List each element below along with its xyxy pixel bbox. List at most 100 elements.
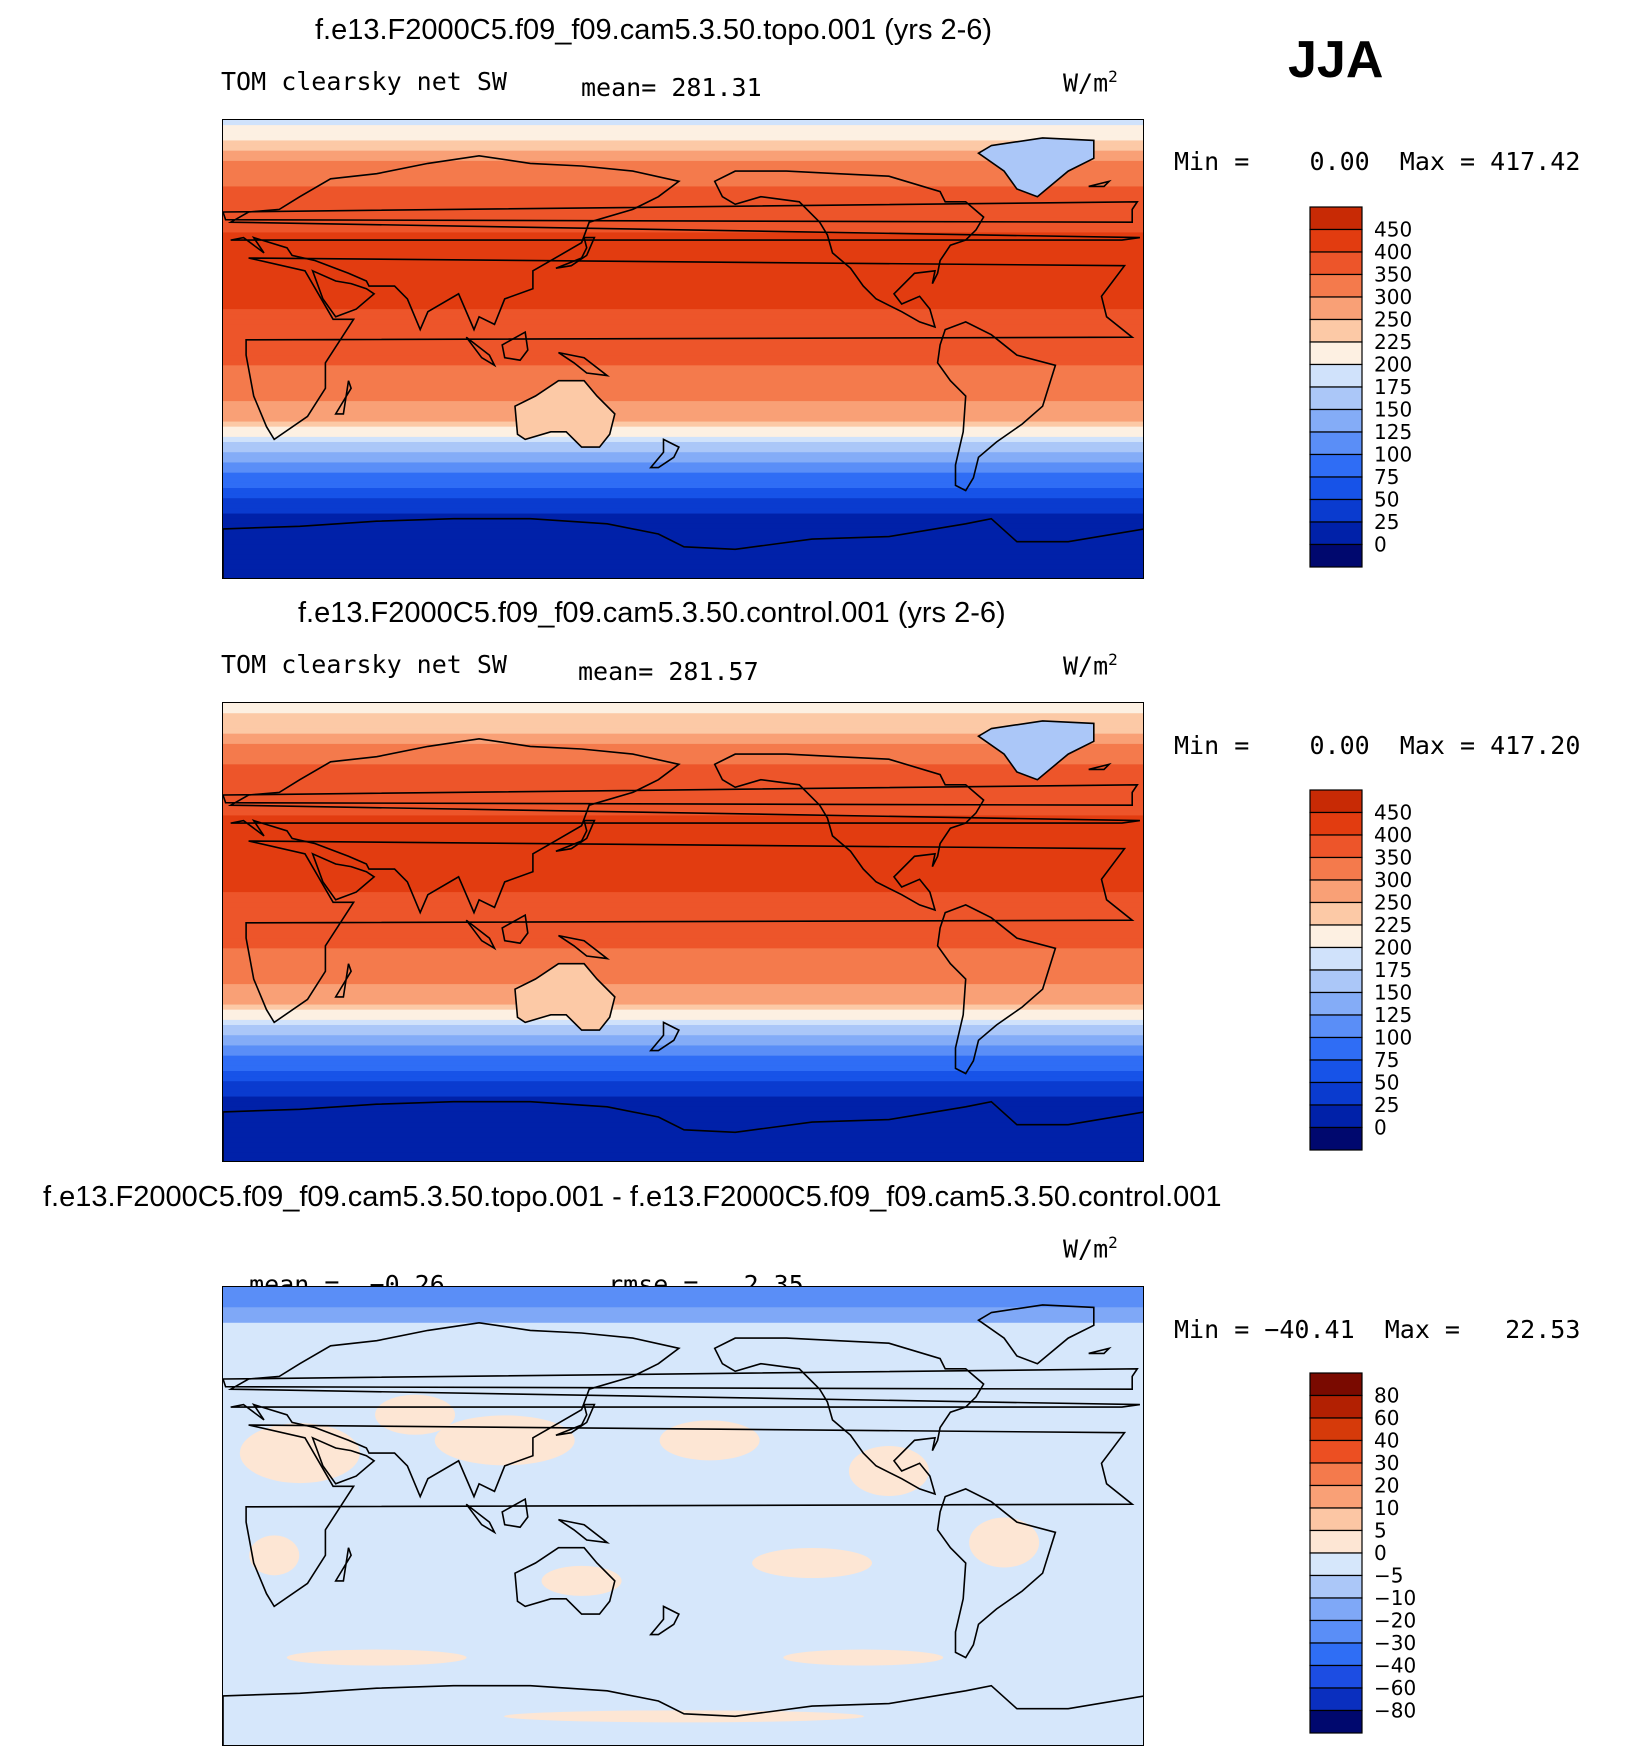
panel1-colorbar-color-box bbox=[1309, 363, 1363, 388]
panel1-unit: W/m2 bbox=[1063, 67, 1118, 97]
panel1-coastline-samerica bbox=[936, 321, 1057, 492]
panel2-zonal-band bbox=[223, 876, 1143, 883]
panel1-zonal-band bbox=[223, 258, 1143, 264]
panel2-zonal-band bbox=[223, 830, 1143, 837]
panel1-zonal-band bbox=[223, 528, 1143, 535]
panel3-colorbar-tick-label: 10 bbox=[1374, 1496, 1399, 1520]
panel2-coastline-nz bbox=[648, 1021, 680, 1052]
panel2-colorbar-color-box bbox=[1309, 856, 1363, 881]
panel1-greenland-ice bbox=[978, 137, 1094, 197]
panel1-map bbox=[222, 119, 1144, 579]
panel1-zonal-band bbox=[223, 196, 1143, 203]
panel2-zonal-band bbox=[223, 1019, 1143, 1026]
panel2-colorbar-color-box bbox=[1309, 1014, 1363, 1039]
panel2-variable: TOM clearsky net SW bbox=[221, 650, 507, 679]
panel2-zonal-band bbox=[223, 912, 1143, 919]
panel3-map-svg bbox=[223, 1287, 1143, 1745]
panel2-coastline-europe bbox=[227, 737, 1141, 915]
panel3-colorbar-tick-label: 40 bbox=[1374, 1429, 1399, 1453]
panel1-colorbar-tick-label: 225 bbox=[1374, 330, 1412, 354]
panel2-zonal-band bbox=[223, 723, 1143, 730]
panel2-zonal-band bbox=[223, 1040, 1143, 1047]
panel2-zonal-band bbox=[223, 1045, 1143, 1052]
panel1-zonal-band bbox=[223, 488, 1143, 494]
panel1-colorbar-tick-label: 250 bbox=[1374, 308, 1412, 332]
panel1-colorbar-tick-label: 400 bbox=[1374, 240, 1412, 264]
panel2-coastline-iceland bbox=[1088, 762, 1112, 771]
panel2-coastline-borneo bbox=[501, 913, 529, 945]
panel2-zonal-band bbox=[223, 1081, 1143, 1087]
panel1-colorbar-color-box bbox=[1309, 206, 1363, 231]
panel2-zonal-band bbox=[223, 841, 1143, 847]
panel2-colorbar-tick-label: 200 bbox=[1374, 936, 1412, 960]
panel1-zonal-band bbox=[223, 370, 1143, 377]
panel1-zonal-band bbox=[223, 329, 1143, 336]
panel1-colorbar-color-box bbox=[1309, 296, 1363, 321]
panel2-colorbar-color-box bbox=[1309, 811, 1363, 836]
panel3-diff-patch bbox=[541, 1565, 622, 1596]
panel1-zonal-band bbox=[223, 160, 1143, 167]
panel3-colorbar-tick-label: −40 bbox=[1374, 1654, 1416, 1678]
panel2-zonal-band bbox=[223, 1101, 1143, 1108]
panel1-colorbar-tick-label: 450 bbox=[1374, 218, 1412, 242]
panel1-colorbar-color-box bbox=[1309, 251, 1363, 276]
panel1-colorbar-tick-label: 300 bbox=[1374, 285, 1412, 309]
panel3-colorbar-tick-label: 5 bbox=[1374, 1519, 1387, 1543]
panel2-coastline-madagascar bbox=[334, 963, 352, 998]
panel1-mean-value: 281.31 bbox=[671, 73, 762, 102]
panel2-zonal-band bbox=[223, 861, 1143, 868]
panel2-colorbar-tick-label: 225 bbox=[1374, 913, 1412, 937]
panel2-min-max: Min = 0.00 Max = 417.20 bbox=[1174, 731, 1581, 760]
panel1-zonal-band bbox=[223, 135, 1143, 142]
panel1-coastline-uk bbox=[223, 200, 1139, 224]
panel1-zonal-band bbox=[223, 288, 1143, 295]
panel3-colorbar-color-box bbox=[1309, 1529, 1363, 1554]
panel3-diff-patch bbox=[375, 1394, 456, 1435]
panel2-coastline-uk bbox=[223, 783, 1139, 807]
panel2-coastline-greenland bbox=[977, 720, 1095, 781]
panel1-zonal-band bbox=[223, 242, 1143, 249]
panel3-coastline-arabia bbox=[311, 1436, 376, 1485]
panel1-zonal-band bbox=[223, 421, 1143, 428]
panel1-zonal-band bbox=[223, 309, 1143, 315]
panel1-colorbar-tick-label: 75 bbox=[1374, 465, 1399, 489]
panel3-colorbar-color-box bbox=[1309, 1664, 1363, 1689]
panel2-zonal-band bbox=[223, 825, 1143, 832]
panel1-zonal-band bbox=[223, 406, 1143, 412]
panel1-coastline-newguinea bbox=[558, 351, 611, 377]
panel3-coastline-sumatra bbox=[465, 1503, 497, 1535]
panel1-zonal-band bbox=[223, 426, 1143, 433]
unit-exponent: 2 bbox=[1108, 650, 1118, 669]
panel2-zonal-band bbox=[223, 769, 1143, 776]
panel2-colorbar-tick-label: 150 bbox=[1374, 981, 1412, 1005]
panel3-colorbar-color-box bbox=[1309, 1484, 1363, 1509]
panel3-coastline-uk bbox=[223, 1367, 1139, 1391]
panel2-zonal-band bbox=[223, 953, 1143, 960]
panel1-zonal-band bbox=[223, 201, 1143, 208]
panel2-zonal-band bbox=[223, 994, 1143, 1001]
panel1-zonal-band bbox=[223, 401, 1143, 407]
panel1-coastline-borneo bbox=[501, 330, 529, 362]
panel1-coastline-namerica bbox=[713, 170, 985, 329]
panel1-zonal-band bbox=[223, 176, 1143, 182]
panel1-zonal-band bbox=[223, 268, 1143, 274]
panel1-coastline-japan bbox=[555, 236, 596, 269]
panel2-zonal-band bbox=[223, 1157, 1143, 1161]
panel2-zonal-band bbox=[223, 815, 1143, 822]
panel1-colorbar-tick-label: 175 bbox=[1374, 375, 1412, 399]
panel1-zonal-band bbox=[223, 314, 1143, 320]
panel1-zonal-band bbox=[223, 339, 1143, 346]
panel1-colorbar-color-box bbox=[1309, 318, 1363, 343]
panel2-colorbar-color-box bbox=[1309, 1126, 1363, 1151]
panel1-variable: TOM clearsky net SW bbox=[221, 67, 507, 96]
panel2-australia-field bbox=[515, 963, 615, 1031]
panel1-zonal-band bbox=[223, 452, 1143, 458]
panel2-zonal-band bbox=[223, 1091, 1143, 1098]
panel2-zonal-band bbox=[223, 851, 1143, 857]
panel2-zonal-band bbox=[223, 738, 1143, 745]
panel2-zonal-band bbox=[223, 754, 1143, 760]
panel1-zonal-band bbox=[223, 396, 1143, 402]
panel2-zonal-band bbox=[223, 703, 1143, 709]
panel3-colorbar-tick-label: 60 bbox=[1374, 1406, 1399, 1430]
panel1-zonal-band bbox=[223, 125, 1143, 131]
